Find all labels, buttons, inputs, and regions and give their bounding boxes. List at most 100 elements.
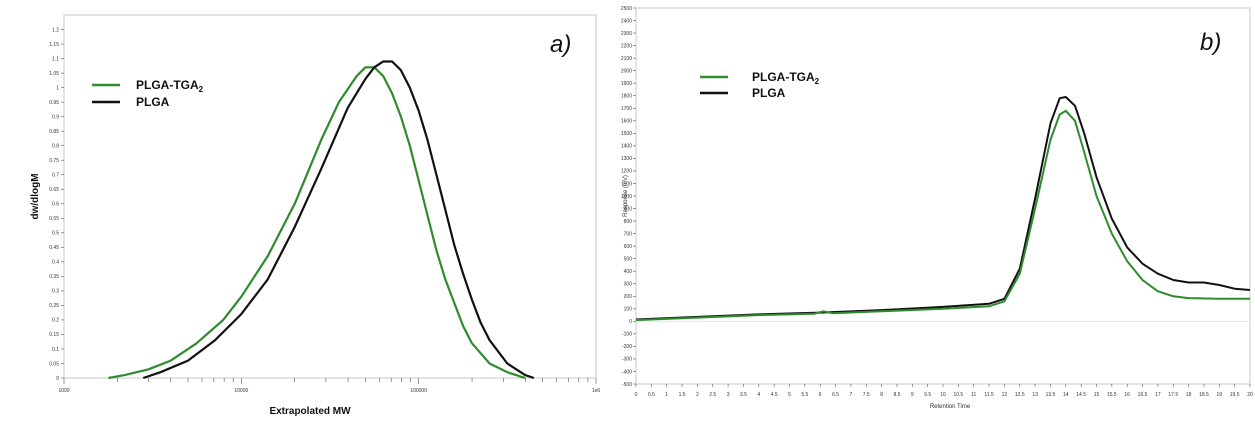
y-tick-label: 0.25 [49, 303, 59, 309]
y-tick-label: 800 [624, 219, 633, 225]
y-tick-label: 300 [624, 282, 633, 288]
x-tick-label: 17.5 [1168, 392, 1178, 398]
y-tick-label: 2300 [621, 31, 632, 37]
x-tick-label: 14.5 [1076, 392, 1086, 398]
y-tick-label: 0.5 [52, 231, 59, 237]
x-tick-label: 6 [819, 392, 822, 398]
x-tick-label: 4.5 [771, 392, 778, 398]
y-tick-label: 1300 [621, 156, 632, 162]
panel-label-a: a) [550, 31, 571, 58]
x-tick-label: 14 [1063, 392, 1069, 398]
y-tick-label: 200 [624, 294, 633, 300]
x-tick-label: 1000 [58, 388, 69, 394]
x-tick-label: 13 [1032, 392, 1038, 398]
x-tick-label: 15 [1094, 392, 1100, 398]
y-tick-label: 1.15 [49, 42, 59, 48]
x-tick-label: 16.5 [1138, 392, 1148, 398]
y-tick-label: 1900 [621, 81, 632, 87]
y-tick-label: 0.85 [49, 129, 59, 135]
x-tick-label: 9.5 [924, 392, 931, 398]
y-axis-title: dw/dlogM [30, 173, 41, 219]
y-tick-label: 700 [624, 231, 633, 237]
x-tick-label: 18.5 [1199, 392, 1209, 398]
y-tick-label: 0.35 [49, 274, 59, 280]
y-tick-label: 1500 [621, 131, 632, 137]
y-tick-label: 0.2 [52, 318, 59, 324]
y-tick-label: 0 [629, 319, 632, 325]
x-tick-label: 0 [635, 392, 638, 398]
y-tick-label: 1600 [621, 119, 632, 125]
y-tick-label: 0.15 [49, 332, 59, 338]
y-tick-label: 2400 [621, 18, 632, 24]
y-tick-label: 0.1 [52, 347, 59, 353]
y-tick-label: 0.45 [49, 245, 59, 251]
y-tick-label: 1800 [621, 94, 632, 100]
panel-label-b: b) [1200, 29, 1221, 56]
x-axis-title: Extrapolated MW [269, 406, 351, 417]
x-tick-label: 11 [971, 392, 976, 398]
y-tick-label: 0.75 [49, 158, 59, 164]
series-line-plga [142, 60, 535, 380]
y-axis-title: Response (mV) [623, 175, 629, 217]
legend-label: PLGA-TGA2 [752, 70, 820, 86]
y-tick-label: 2100 [621, 56, 632, 62]
panel-b: -500-400-300-200-10001002003004005006007… [621, 6, 1253, 410]
y-tick-label: 400 [624, 269, 633, 275]
x-tick-label: 8 [880, 392, 883, 398]
y-tick-label: 1.05 [49, 71, 59, 77]
y-tick-label: 0.55 [49, 216, 59, 222]
x-tick-label: 11.5 [984, 392, 994, 398]
y-tick-label: 1.2 [52, 27, 59, 33]
y-tick-label: 0.3 [52, 289, 59, 295]
legend-label-text: PLGA [752, 86, 786, 100]
legend-label-text: PLGA-TGA [752, 70, 815, 84]
x-tick-label: 100000 [410, 388, 427, 394]
y-tick-label: 0.6 [52, 202, 59, 208]
y-tick-label: 500 [624, 256, 633, 262]
x-tick-label: 3.5 [740, 392, 747, 398]
x-tick-label: 2.5 [709, 392, 716, 398]
y-tick-label: -500 [622, 382, 632, 388]
y-tick-label: 1.1 [52, 56, 59, 62]
y-tick-label: 1700 [621, 106, 632, 112]
y-tick-label: 100 [624, 307, 633, 313]
x-tick-label: 7 [850, 392, 853, 398]
x-tick-label: 8.5 [893, 392, 900, 398]
x-tick-label: 10.5 [953, 392, 963, 398]
y-tick-label: 900 [624, 206, 633, 212]
x-tick-label: 20 [1247, 392, 1253, 398]
y-tick-label: -300 [622, 357, 632, 363]
x-tick-label: 18 [1186, 392, 1192, 398]
x-tick-label: 6.5 [832, 392, 839, 398]
x-tick-label: 0.5 [648, 392, 655, 398]
x-tick-label: 5.5 [801, 392, 808, 398]
legend-label-subscript: 2 [199, 85, 204, 94]
legend-label-subscript: 2 [815, 77, 820, 86]
legend-label-text: PLGA-TGA [136, 78, 199, 92]
y-tick-label: 600 [624, 244, 633, 250]
x-axis-title: Retention Time [930, 404, 971, 410]
y-tick-label: 0.9 [52, 114, 59, 120]
series-line-plga-tga [635, 109, 1250, 322]
x-tick-label: 1e6 [592, 388, 601, 394]
y-tick-label: -400 [622, 369, 632, 375]
y-tick-label: 1400 [621, 144, 632, 150]
x-tick-label: 10 [940, 392, 946, 398]
y-tick-label: -200 [622, 344, 632, 350]
series-line-plga [635, 96, 1251, 321]
y-tick-label: 2200 [621, 43, 632, 49]
x-tick-label: 10000 [234, 388, 248, 394]
x-tick-label: 7.5 [863, 392, 870, 398]
x-tick-label: 5 [788, 392, 791, 398]
x-tick-label: 13.5 [1046, 392, 1056, 398]
panel-a: 0 0.05 0.1 0.15 0.2 0.25 0.3 0.35 0.4 0.45 0.5 0.55… [30, 14, 601, 417]
y-tick-label: 0.05 [49, 361, 59, 367]
x-tick-label: 19 [1217, 392, 1223, 398]
x-tick-label: 4 [757, 392, 760, 398]
x-tick-label: 1.5 [679, 392, 686, 398]
y-tick-label: 2500 [621, 6, 632, 12]
y-tick-label: -100 [622, 332, 632, 338]
x-tick-label: 19.5 [1230, 392, 1240, 398]
